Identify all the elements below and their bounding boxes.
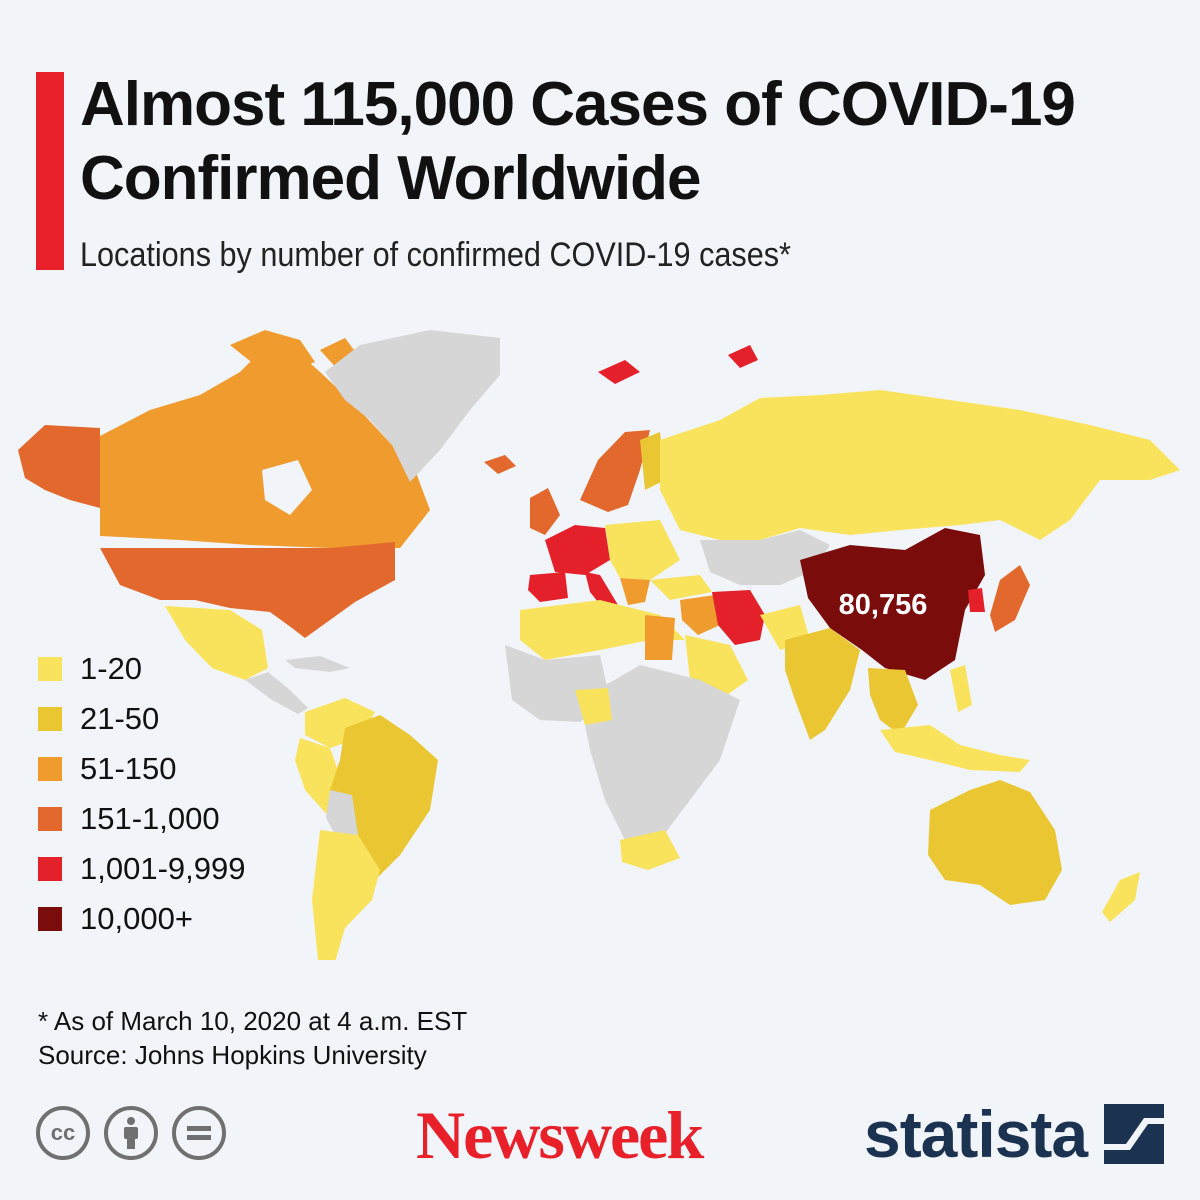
region-new-zealand [1102,872,1140,922]
region-southeast-asia [868,668,918,735]
legend-label-6: 10,000+ [80,901,193,936]
legend-swatch-5 [38,857,62,881]
legend-item-4: 151-1,000 [38,794,245,844]
newsweek-logo[interactable]: Newsweek [416,1097,704,1173]
legend-swatch-1 [38,657,62,681]
region-canada-islands [230,330,360,372]
legend-item-2: 21-50 [38,694,245,744]
legend-item-1: 1-20 [38,644,245,694]
legend-swatch-4 [38,807,62,831]
hudson-bay [262,460,312,515]
legend-swatch-3 [38,757,62,781]
title-line-2: Confirmed Worldwide [80,144,702,213]
legend: 1-20 21-50 51-150 151-1,000 1,001-9,999 … [38,644,245,944]
legend-item-3: 51-150 [38,744,245,794]
statista-mark-icon[interactable] [1104,1104,1164,1164]
statista-logo[interactable]: statista [864,1097,1088,1171]
region-usa [100,542,395,638]
region-india [785,628,860,740]
no-derivatives-icon[interactable] [172,1106,226,1160]
region-argentina-chile [312,830,380,960]
region-south-africa [620,830,680,870]
region-spain [528,572,568,602]
region-korea [968,588,985,612]
region-central-america [245,672,308,714]
region-central-africa [580,665,740,840]
region-egypt [645,615,675,660]
region-arctic-islands [598,345,758,384]
region-china [800,528,985,680]
license-icons: cc [36,1106,226,1160]
legend-label-2: 21-50 [80,701,160,736]
region-greenland [325,330,500,482]
region-greece-balkans [620,578,650,605]
legend-swatch-2 [38,707,62,731]
cc-icon[interactable]: cc [36,1106,90,1160]
region-kazakhstan [700,530,830,585]
legend-swatch-6 [38,907,62,931]
region-canada [100,345,430,548]
region-iraq-levant [680,595,720,635]
date-note: * As of March 10, 2020 at 4 a.m. EST [38,1006,468,1036]
legend-label-5: 1,001-9,999 [80,851,246,886]
region-bolivia [326,790,358,840]
china-case-count: 80,756 [839,589,928,621]
region-france-germany [545,525,610,575]
attribution-icon[interactable] [104,1106,158,1160]
region-malaysia-indonesia [880,725,1030,772]
region-uk [530,488,560,535]
title-line-1: Almost 115,000 Cases of COVID-19 [80,70,1076,139]
region-norway-sweden [580,430,650,512]
source-note: Source: Johns Hopkins University [38,1040,427,1070]
footnote: * As of March 10, 2020 at 4 a.m. EST Sou… [38,1004,467,1072]
legend-label-4: 151-1,000 [80,801,220,836]
page-title: Almost 115,000 Cases of COVID-19 Confirm… [80,68,1180,216]
region-mexico [165,606,268,680]
region-finland [640,432,665,490]
region-north-africa [520,600,685,660]
region-alaska [18,425,100,508]
region-australia [928,780,1062,905]
accent-bar [36,72,64,270]
region-russia [660,390,1180,540]
region-philippines [950,665,972,712]
legend-label-1: 1-20 [80,651,143,686]
region-nigeria [575,688,612,725]
region-turkey [650,575,712,600]
region-iceland [484,455,516,474]
legend-item-6: 10,000+ [38,894,245,944]
region-italy [585,572,618,612]
region-eastern-europe [605,520,680,580]
subtitle: Locations by number of confirmed COVID-1… [80,236,791,274]
world-map: 80,756 [18,330,1180,960]
region-caribbean [285,656,350,672]
region-iran [712,590,765,645]
legend-item-5: 1,001-9,999 [38,844,245,894]
region-japan [990,565,1030,632]
legend-label-3: 51-150 [80,751,177,786]
